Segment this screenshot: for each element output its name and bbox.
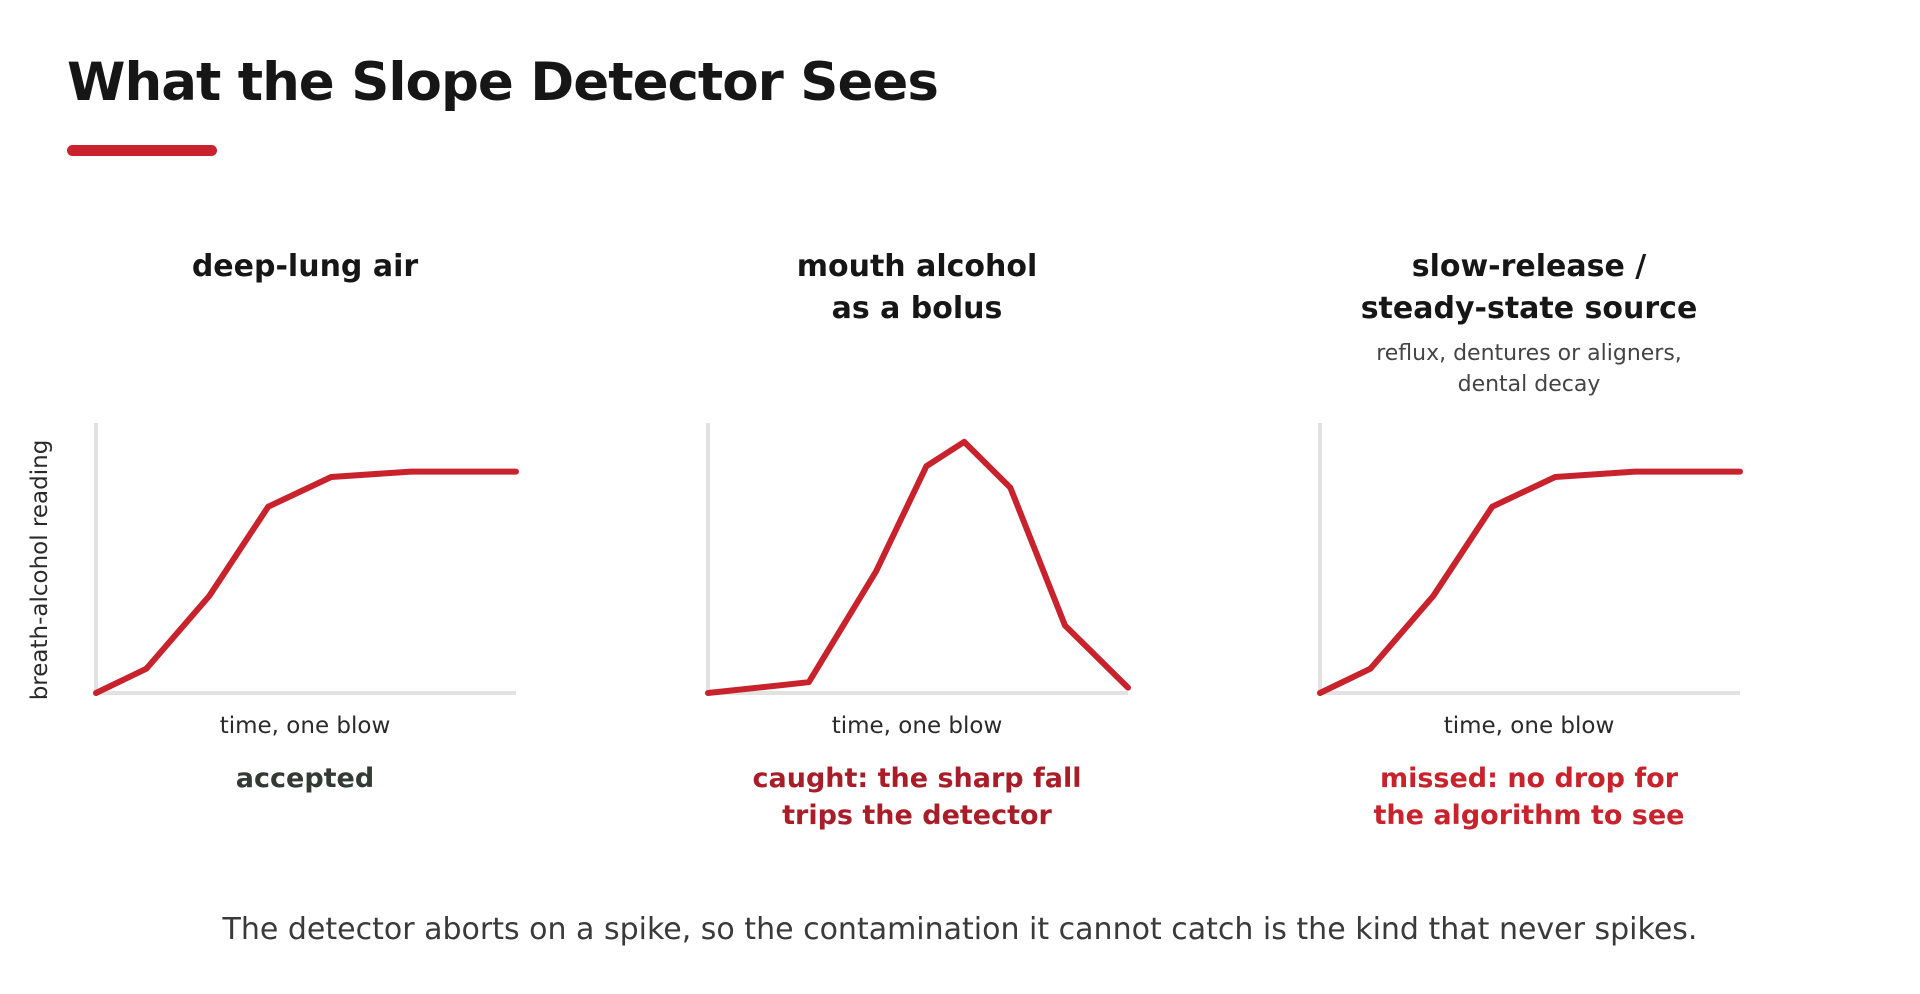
title-underline: [67, 145, 217, 156]
line-chart: [93, 423, 519, 696]
series-line: [705, 438, 1131, 696]
verdict-label: caught: the sharp fall trips the detecto…: [752, 763, 1082, 831]
series-line: [1317, 468, 1743, 696]
verdict-label: missed: no drop for the algorithm to see: [1373, 763, 1685, 831]
panel-title: deep-lung air: [191, 249, 419, 284]
panel-title: mouth alcohol as a bolus: [796, 249, 1038, 326]
chart-panel-deep-lung: deep-lung air time, one blow accepted: [25, 0, 585, 994]
line-chart: [705, 423, 1131, 696]
line-chart: [1317, 423, 1743, 696]
footer-caption: The detector aborts on a spike, so the c…: [222, 912, 1698, 947]
x-axis-label: time, one blow: [1443, 713, 1615, 739]
x-axis-label: time, one blow: [831, 713, 1003, 739]
verdict-label: accepted: [235, 763, 375, 794]
page-title: What the Slope Detector Sees: [67, 52, 939, 113]
panel-title: slow-release / steady-state source: [1360, 249, 1698, 326]
chart-panel-slow-release: slow-release / steady-state source reflu…: [1249, 0, 1809, 994]
x-axis-label: time, one blow: [219, 713, 391, 739]
panel-subtitle: reflux, dentures or aligners, dental dec…: [1376, 341, 1682, 397]
chart-panel-mouth-alcohol: mouth alcohol as a bolus time, one blow …: [637, 0, 1197, 994]
series-line: [93, 468, 519, 696]
